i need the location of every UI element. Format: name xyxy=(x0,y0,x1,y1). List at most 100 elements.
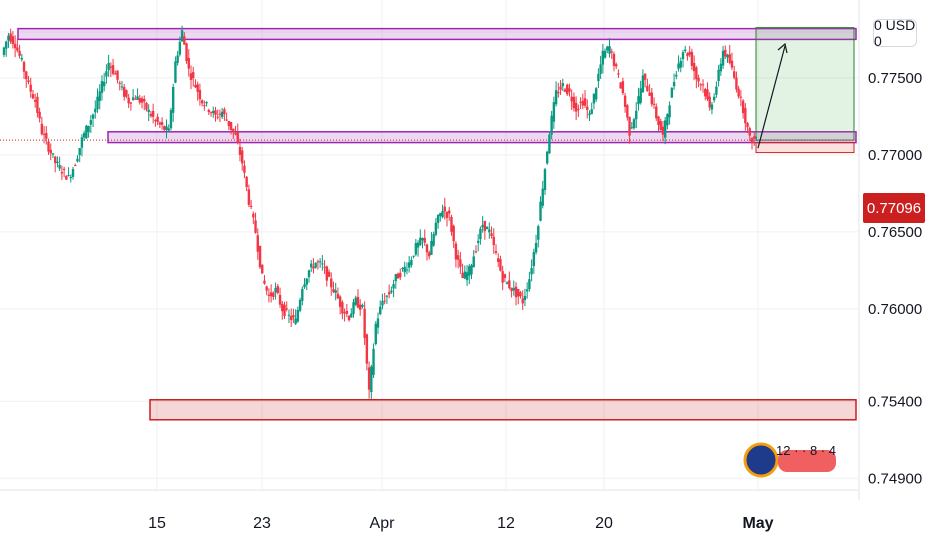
candle-body xyxy=(116,70,119,80)
candle-body xyxy=(599,64,602,74)
candle-body xyxy=(394,274,398,282)
candle-body xyxy=(410,259,413,266)
candle-body xyxy=(695,67,698,80)
candle-body xyxy=(450,216,453,232)
x-tick-label: May xyxy=(742,515,773,532)
x-tick-label: 23 xyxy=(253,515,271,532)
candle-body xyxy=(2,47,6,55)
candle-body xyxy=(323,266,326,268)
candle-body xyxy=(732,71,736,78)
candle-body xyxy=(325,266,328,281)
candle-body xyxy=(690,51,694,66)
candle-body xyxy=(54,156,57,164)
candle-body xyxy=(704,88,707,97)
candle-body xyxy=(392,284,395,289)
y-tick-label: 0.76500 xyxy=(868,224,922,241)
candle-body xyxy=(278,294,282,305)
candle-body xyxy=(158,122,162,125)
candle-body xyxy=(719,63,723,72)
candle-body xyxy=(421,237,424,241)
x-tick-label: Apr xyxy=(370,515,396,532)
candle-body xyxy=(318,261,322,263)
candle-body xyxy=(517,289,520,297)
candle-body xyxy=(131,97,135,100)
candle-body xyxy=(58,165,61,169)
candle-body xyxy=(646,85,649,92)
candle-body xyxy=(100,81,104,93)
x-tick-label: 20 xyxy=(595,515,613,532)
candle-body xyxy=(27,80,30,83)
candle-body xyxy=(606,46,609,51)
candle-body xyxy=(350,313,353,318)
candle-body xyxy=(539,201,542,221)
candle-body xyxy=(577,108,580,110)
candle-body xyxy=(105,71,108,77)
candle-body xyxy=(292,315,295,318)
candle-body xyxy=(65,175,68,180)
candle-body xyxy=(550,115,553,135)
candle-body xyxy=(267,294,271,296)
candle-body xyxy=(341,302,344,314)
candle-body xyxy=(25,71,28,80)
candle-body xyxy=(316,261,320,263)
candle-body xyxy=(200,100,204,104)
candle-body xyxy=(227,120,231,127)
candle-body xyxy=(512,288,515,291)
candle-body xyxy=(60,172,64,174)
candle-body xyxy=(49,149,52,154)
candle-body xyxy=(479,228,482,240)
candle-body xyxy=(67,174,70,176)
candle-body xyxy=(203,105,206,107)
candle-body xyxy=(492,236,495,246)
candle-body xyxy=(666,114,669,126)
candle-body xyxy=(741,100,745,114)
candle-body xyxy=(18,50,21,56)
candle-body xyxy=(89,120,93,125)
candle-body xyxy=(699,84,702,86)
candle-body xyxy=(347,315,351,321)
candle-body xyxy=(639,88,642,103)
candle-body xyxy=(456,255,460,260)
candle-body xyxy=(497,258,500,262)
candle-body xyxy=(229,122,233,130)
candle-body xyxy=(305,278,308,285)
currency-selector[interactable]: 0 USD 0 xyxy=(873,17,917,49)
candle-body xyxy=(296,309,300,322)
resistance-zone xyxy=(17,27,857,41)
candle-body xyxy=(42,133,46,135)
candle-body xyxy=(534,242,538,253)
candle-body xyxy=(45,132,48,139)
candle-body xyxy=(294,318,297,324)
x-tick-label: 12 xyxy=(497,515,515,532)
candle-body xyxy=(334,290,337,293)
candle-body xyxy=(13,43,17,49)
candle-body xyxy=(263,280,266,284)
candle-body xyxy=(537,226,540,240)
candle-body xyxy=(47,141,50,152)
candle-body xyxy=(684,49,687,51)
candle-body xyxy=(151,110,155,117)
candle-body xyxy=(436,215,440,223)
candle-body xyxy=(189,73,193,80)
candle-body xyxy=(312,266,315,269)
candle-body xyxy=(668,105,671,118)
candle-body xyxy=(721,50,725,66)
candle-body xyxy=(82,133,86,138)
candle-body xyxy=(530,268,533,275)
candle-body xyxy=(514,286,518,298)
candle-body xyxy=(125,90,128,97)
candle-body xyxy=(712,96,716,101)
candle-body xyxy=(717,69,720,82)
candle-body xyxy=(118,82,121,84)
candle-body xyxy=(120,86,124,88)
candle-body xyxy=(521,298,524,304)
last-price-value: 0.77096 xyxy=(866,199,922,217)
candle-body xyxy=(102,81,106,87)
candle-body xyxy=(301,288,304,301)
candle-body xyxy=(276,286,280,293)
candle-body xyxy=(635,110,638,120)
candle-body xyxy=(187,57,190,69)
candle-body xyxy=(247,189,251,205)
